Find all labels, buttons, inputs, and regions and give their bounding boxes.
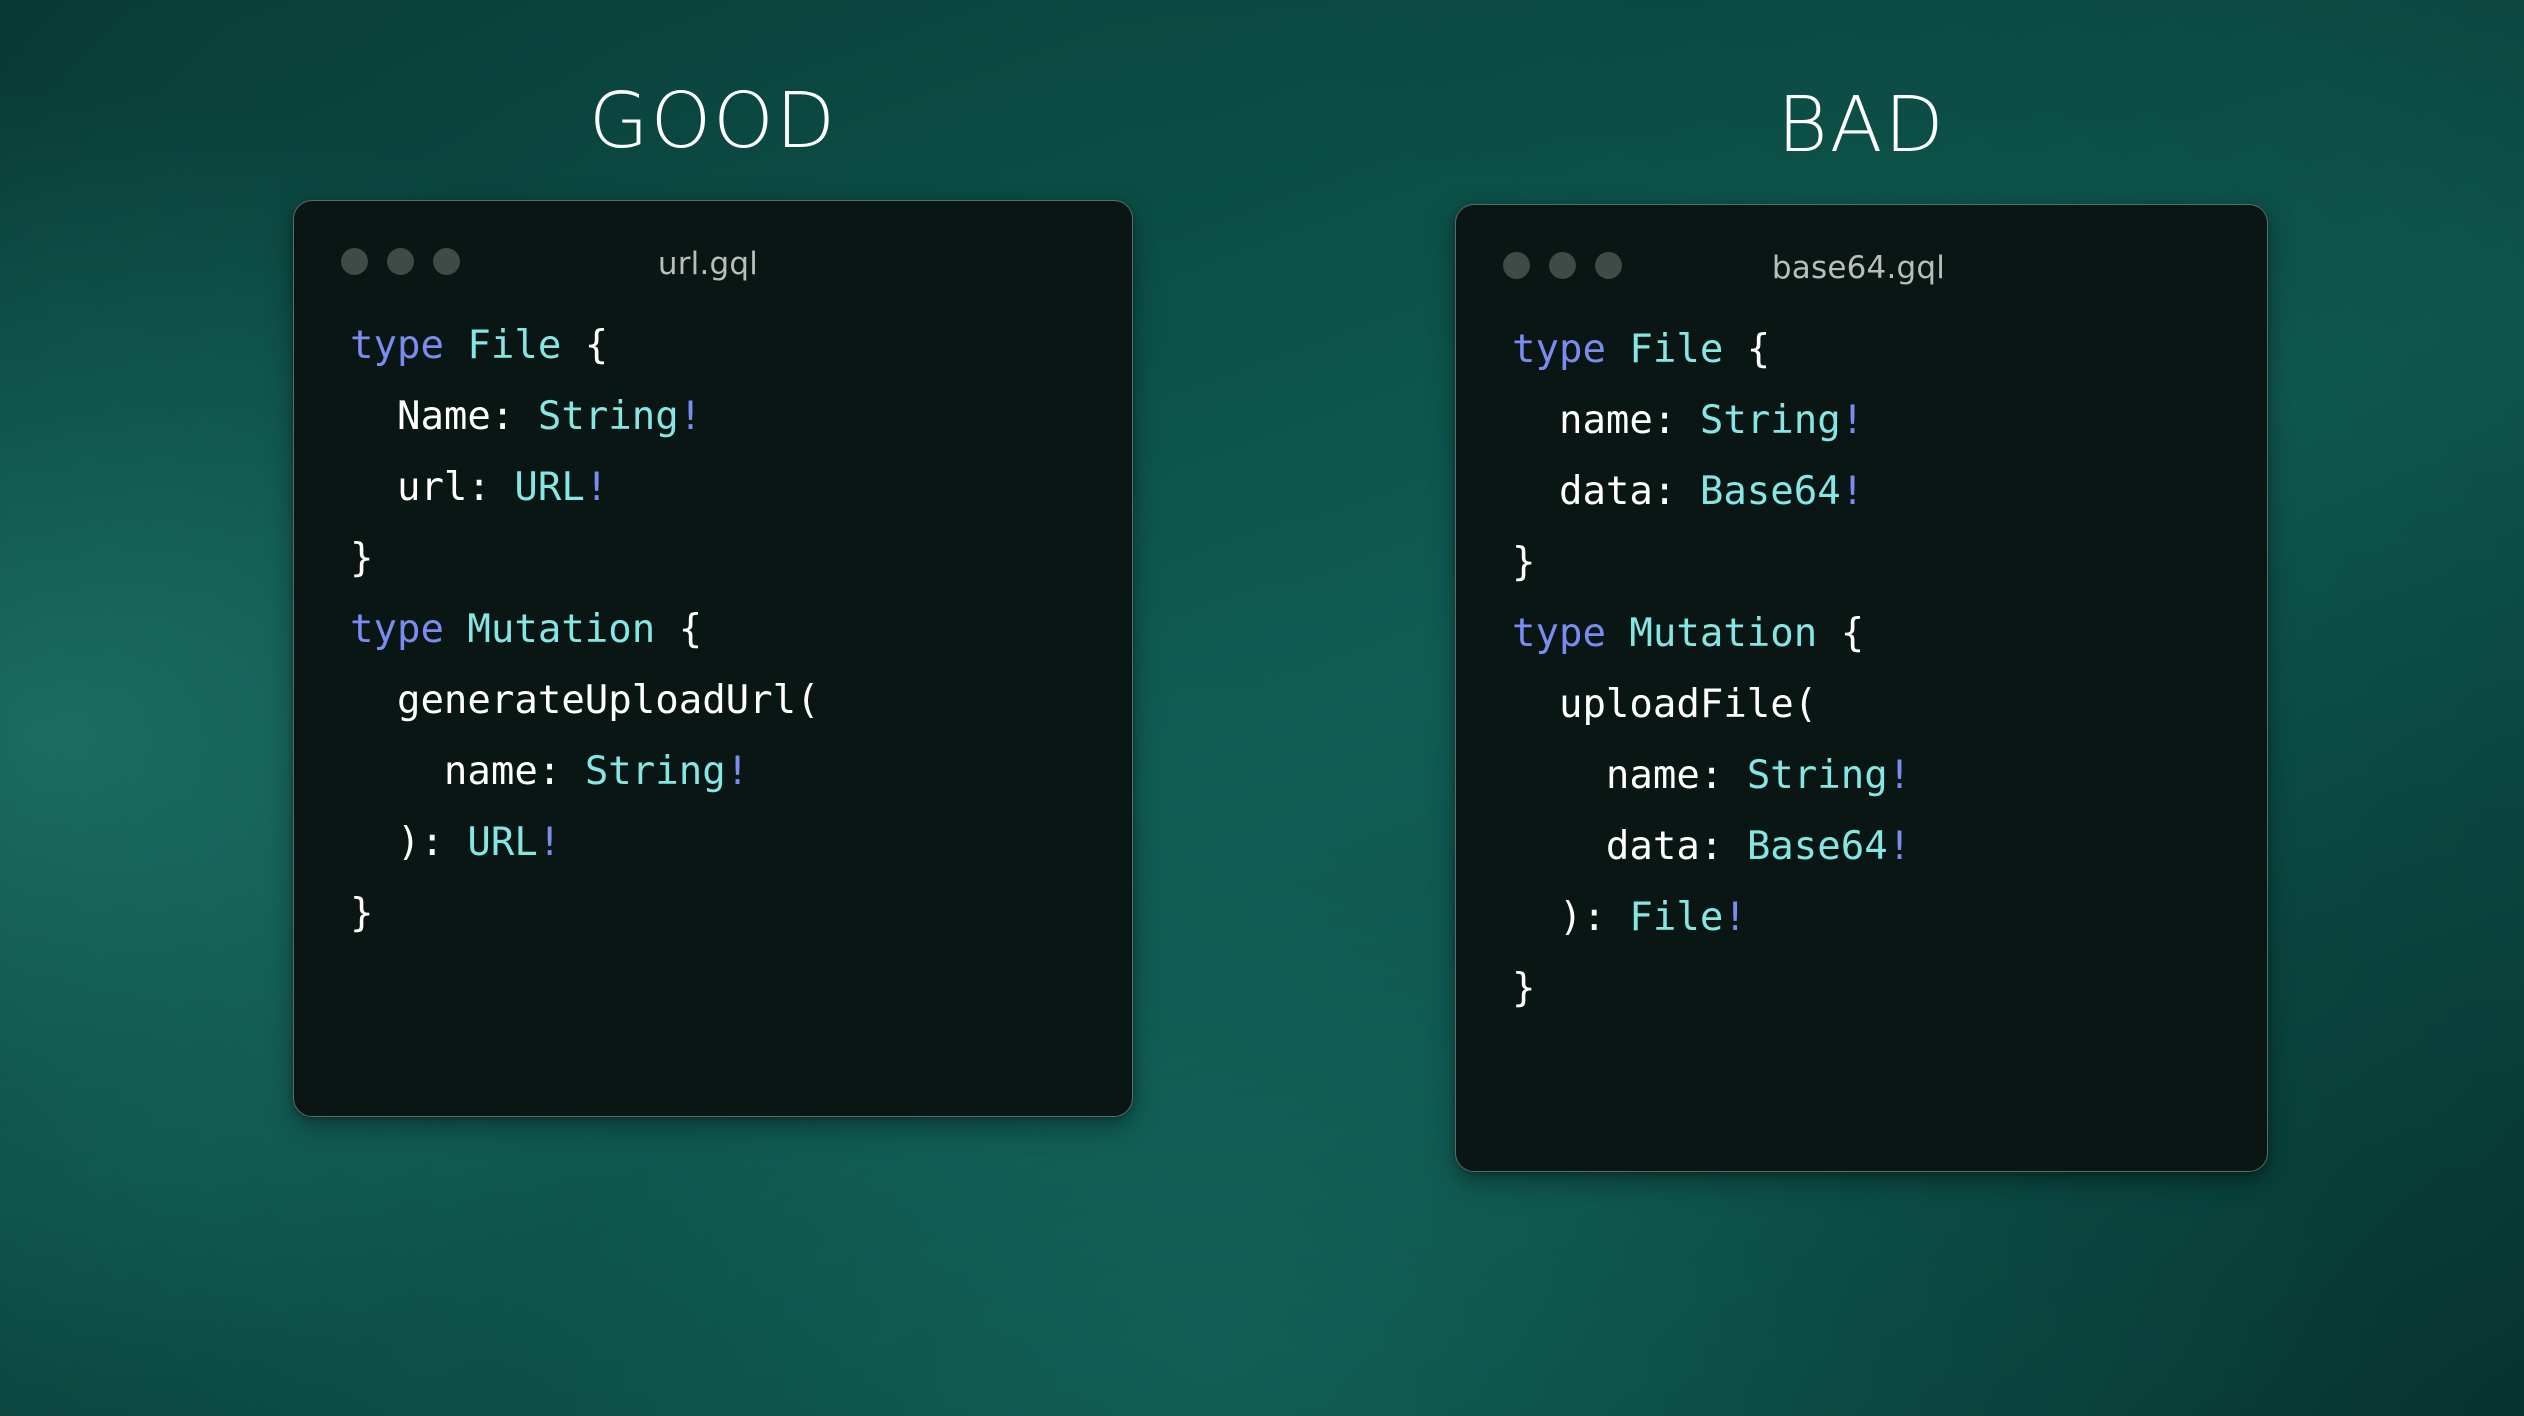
code-token-plain: } xyxy=(1512,966,1536,1011)
code-token-plain xyxy=(1606,327,1629,372)
code-token-kw: type xyxy=(1512,611,1606,656)
code-token-kw: ! xyxy=(1887,753,1912,798)
traffic-lights-bad xyxy=(1503,252,1622,279)
code-token-type: String xyxy=(537,394,679,439)
code-token-plain: generateUploadUrl( xyxy=(350,678,820,723)
code-line: generateUploadUrl( xyxy=(350,665,1132,736)
comparison-column-bad: BAD base64.gql type File { name: String!… xyxy=(1455,0,2268,1172)
code-line: } xyxy=(350,878,1132,949)
code-token-plain: { xyxy=(1723,327,1771,372)
code-token-kw: ! xyxy=(1840,398,1865,443)
code-line: uploadFile( xyxy=(1512,669,2267,740)
code-line: ): File! xyxy=(1512,882,2267,953)
code-block-good: type File { Name: String! url: URL!} type… xyxy=(294,285,1132,949)
code-token-plain: Name: xyxy=(350,394,538,439)
code-line: name: String! xyxy=(1512,385,2267,456)
comparison-column-good: GOOD url.gql type File { Name: String! u… xyxy=(293,0,1133,1117)
maximize-dot-icon[interactable] xyxy=(1595,252,1622,279)
code-line: data: Base64! xyxy=(1512,456,2267,527)
card-filename-good: url.gql xyxy=(657,246,759,282)
column-heading-bad: BAD xyxy=(1777,81,1946,170)
code-token-plain: name: xyxy=(350,749,585,794)
code-token-type: File xyxy=(467,323,562,368)
card-titlebar-bad: base64.gql xyxy=(1456,205,2267,289)
code-token-type: Base64 xyxy=(1746,824,1888,869)
code-token-kw: ! xyxy=(725,749,750,794)
code-token-type: String xyxy=(584,749,726,794)
code-block-bad: type File { name: String! data: Base64!}… xyxy=(1456,289,2267,1024)
column-heading-good: GOOD xyxy=(588,77,838,166)
code-line: } xyxy=(1512,527,2267,598)
code-token-type: Base64 xyxy=(1699,469,1841,514)
code-line: } xyxy=(1512,953,2267,1024)
code-token-kw: type xyxy=(1512,327,1606,372)
code-line: name: String! xyxy=(1512,740,2267,811)
code-token-kw: ! xyxy=(1840,469,1865,514)
close-dot-icon[interactable] xyxy=(341,248,368,275)
code-line: url: URL! xyxy=(350,452,1132,523)
code-token-plain xyxy=(444,607,467,652)
code-token-kw: ! xyxy=(537,820,562,865)
code-token-kw: ! xyxy=(1723,895,1747,940)
close-dot-icon[interactable] xyxy=(1503,252,1530,279)
code-token-type: String xyxy=(1746,753,1888,798)
code-token-plain: } xyxy=(1512,540,1536,585)
code-token-kw: ! xyxy=(584,465,609,510)
code-token-kw: ! xyxy=(1887,824,1912,869)
code-token-type: URL xyxy=(514,465,585,510)
code-line: Name: String! xyxy=(350,381,1132,452)
code-token-plain: { xyxy=(1817,611,1865,656)
code-token-type: File xyxy=(1629,327,1724,372)
code-token-plain xyxy=(444,323,467,368)
code-token-plain: uploadFile( xyxy=(1512,682,1818,727)
code-line: ): URL! xyxy=(350,807,1132,878)
code-token-type: Mutation xyxy=(1629,611,1818,656)
code-line: type File { xyxy=(1512,314,2267,385)
code-token-plain: name: xyxy=(1512,398,1700,443)
code-token-plain: { xyxy=(655,607,703,652)
code-line: } xyxy=(350,523,1132,594)
code-token-kw: type xyxy=(350,607,444,652)
code-token-kw: ! xyxy=(678,394,703,439)
code-line: name: String! xyxy=(350,736,1132,807)
code-token-plain: name: xyxy=(1512,753,1747,798)
code-token-type: URL xyxy=(467,820,538,865)
code-token-kw: type xyxy=(350,323,444,368)
minimize-dot-icon[interactable] xyxy=(387,248,414,275)
maximize-dot-icon[interactable] xyxy=(433,248,460,275)
code-token-type: File xyxy=(1629,895,1724,940)
code-token-plain: } xyxy=(350,891,374,936)
code-line: type Mutation { xyxy=(1512,598,2267,669)
code-card-bad: base64.gql type File { name: String! dat… xyxy=(1455,204,2268,1172)
code-token-plain: ): xyxy=(350,820,468,865)
card-filename-bad: base64.gql xyxy=(1771,250,1946,286)
traffic-lights-good xyxy=(341,248,460,275)
code-card-good: url.gql type File { Name: String! url: U… xyxy=(293,200,1133,1117)
code-token-plain: { xyxy=(561,323,609,368)
code-token-plain: ): xyxy=(1512,895,1630,940)
code-token-plain xyxy=(1606,611,1629,656)
minimize-dot-icon[interactable] xyxy=(1549,252,1576,279)
code-token-type: String xyxy=(1699,398,1841,443)
code-token-plain: } xyxy=(350,536,374,581)
code-line: type File { xyxy=(350,310,1132,381)
card-titlebar-good: url.gql xyxy=(294,201,1132,285)
code-token-type: Mutation xyxy=(467,607,656,652)
code-token-plain: url: xyxy=(350,465,515,510)
code-token-plain: data: xyxy=(1512,824,1747,869)
code-token-plain: data: xyxy=(1512,469,1700,514)
code-line: data: Base64! xyxy=(1512,811,2267,882)
code-line: type Mutation { xyxy=(350,594,1132,665)
